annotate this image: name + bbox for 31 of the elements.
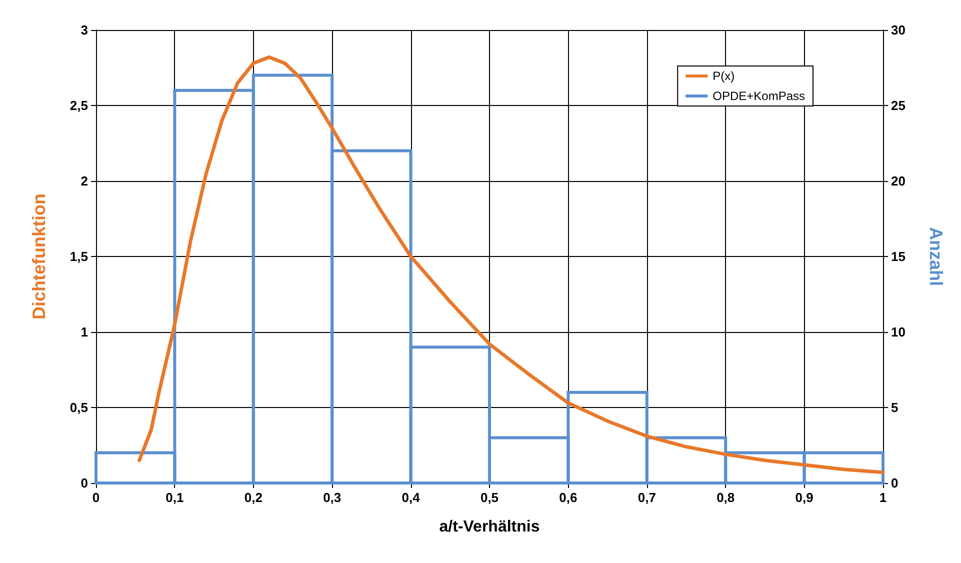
y2-tick-label: 25 bbox=[891, 98, 906, 113]
y2-tick-label: 15 bbox=[891, 249, 906, 264]
x-tick-label: 0,4 bbox=[402, 490, 421, 505]
x-tick-label: 0,9 bbox=[795, 490, 814, 505]
y2-tick-label: 30 bbox=[891, 22, 906, 38]
x-tick-label: 0,6 bbox=[559, 490, 578, 505]
y2-tick-label: 10 bbox=[891, 324, 906, 340]
x-tick-label: 1 bbox=[879, 490, 887, 505]
y-tick-label: 0,5 bbox=[70, 400, 88, 415]
x-tick-label: 0,5 bbox=[480, 490, 499, 505]
y-tick-label: 2 bbox=[80, 174, 88, 188]
legend-label: P(x) bbox=[712, 69, 735, 83]
y-tick-label: 2,5 bbox=[70, 98, 88, 113]
y-tick-label: 3 bbox=[80, 22, 88, 38]
y-tick-label: 1,5 bbox=[70, 249, 88, 264]
x-tick-label: 0,1 bbox=[166, 490, 184, 505]
x-tick-label: 0,2 bbox=[244, 490, 262, 505]
y2-tick-label: 5 bbox=[891, 400, 898, 415]
x-tick-label: 0,8 bbox=[716, 490, 735, 505]
x-tick-label: 0,3 bbox=[323, 490, 342, 505]
y2-tick-label: 20 bbox=[891, 174, 906, 188]
y-tick-label: 1 bbox=[80, 324, 88, 340]
x-tick-label: 0,7 bbox=[638, 490, 656, 505]
y-axis-title: Dichtefunktion bbox=[29, 194, 49, 320]
line-series bbox=[138, 55, 885, 474]
x-axis-title: a/t-Verhältnis bbox=[439, 518, 540, 536]
legend-label: OPDE+KomPass bbox=[712, 89, 806, 103]
y-tick-label: 0 bbox=[80, 476, 88, 490]
x-tick-label: 0 bbox=[92, 490, 100, 505]
y2-axis-title: Anzahl bbox=[926, 226, 946, 286]
y2-tick-label: 0 bbox=[891, 476, 898, 490]
